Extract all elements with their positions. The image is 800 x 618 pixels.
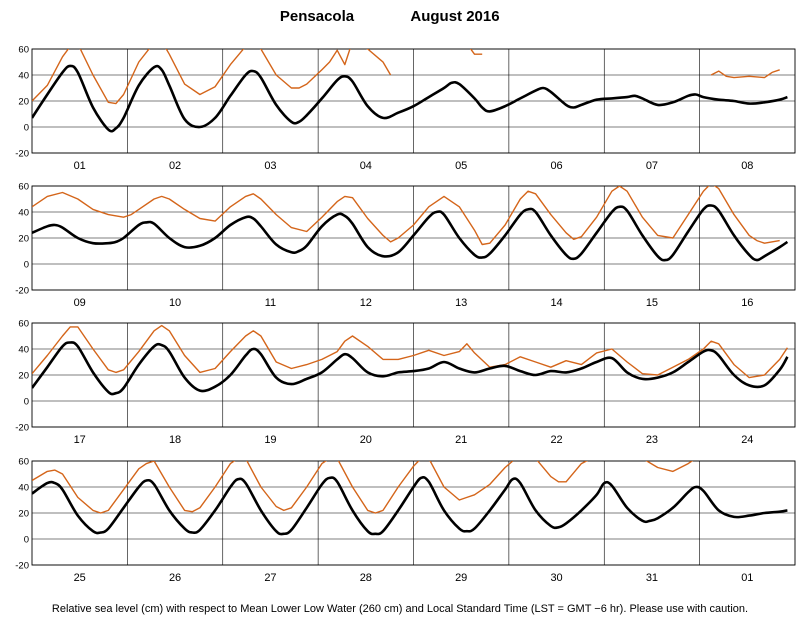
panel-series <box>32 186 789 262</box>
day-tick-label: 01 <box>74 160 86 172</box>
day-tick-label: 04 <box>360 160 372 172</box>
y-tick-label: -20 <box>15 423 29 434</box>
day-tick-label: 06 <box>550 160 562 172</box>
y-tick-label: 20 <box>18 234 29 245</box>
panel-series <box>32 49 788 133</box>
chart-title-period: August 2016 <box>410 8 499 25</box>
day-tick-label: 12 <box>360 297 372 309</box>
observed-line <box>32 461 514 514</box>
day-tick-label: 22 <box>550 434 562 446</box>
observed-line <box>710 69 780 79</box>
panel-series <box>32 461 788 536</box>
day-tick-label: 27 <box>264 572 276 584</box>
y-tick-label: 60 <box>18 45 29 56</box>
day-tick-label: 23 <box>646 434 658 446</box>
day-tick-label: 01 <box>741 572 753 584</box>
day-tick-label: 02 <box>169 160 181 172</box>
day-tick-label: 25 <box>74 572 86 584</box>
observed-line <box>32 49 392 105</box>
panel-frame <box>31 322 796 428</box>
observed-line <box>32 324 788 379</box>
day-tick-label: 14 <box>550 297 562 309</box>
y-tick-label: 0 <box>24 397 29 408</box>
predicted-line <box>32 341 789 396</box>
panel-frame <box>31 460 796 566</box>
y-tick-label: -20 <box>15 286 29 297</box>
y-tick-label: 0 <box>24 535 29 546</box>
day-tick-label: 29 <box>455 572 467 584</box>
day-tick-label: 11 <box>265 297 276 309</box>
day-tick-label: 17 <box>74 434 86 446</box>
y-tick-label: 40 <box>18 345 29 356</box>
chart-caption: Relative sea level (cm) with respect to … <box>52 603 748 615</box>
y-tick-label: 60 <box>18 457 29 468</box>
day-tick-label: 19 <box>264 434 276 446</box>
day-tick-label: 26 <box>169 572 181 584</box>
y-tick-label: 60 <box>18 182 29 193</box>
panel-1: -20 0 20 40 60 01 02 03 04 05 06 07 08 <box>15 45 796 172</box>
day-tick-label: 28 <box>360 572 372 584</box>
day-tick-label: 18 <box>169 434 181 446</box>
y-tick-label: 20 <box>18 509 29 520</box>
y-tick-label: 40 <box>18 71 29 82</box>
panel-frame <box>31 185 796 291</box>
day-tick-label: 31 <box>646 572 658 584</box>
y-tick-label: 40 <box>18 483 29 494</box>
day-tick-label: 13 <box>455 297 467 309</box>
y-tick-label: -20 <box>15 561 29 572</box>
chart-title-station: Pensacola <box>280 8 355 25</box>
y-tick-label: -20 <box>15 149 29 160</box>
y-tick-label: 20 <box>18 97 29 108</box>
observed-line <box>32 186 780 246</box>
day-tick-label: 15 <box>646 297 658 309</box>
day-tick-label: 21 <box>455 434 467 446</box>
day-tick-label: 07 <box>646 160 658 172</box>
y-tick-label: 20 <box>18 371 29 382</box>
panels: -20 0 20 40 60 01 02 03 04 05 06 07 08 -20 0 20 40 60 09 10… <box>15 45 796 584</box>
day-tick-label: 30 <box>550 572 562 584</box>
panel-series <box>32 324 789 396</box>
day-tick-label: 24 <box>741 434 753 446</box>
observed-line <box>536 461 588 483</box>
observed-line <box>469 49 483 55</box>
y-tick-label: 0 <box>24 260 29 271</box>
day-tick-label: 05 <box>455 160 467 172</box>
day-tick-label: 09 <box>74 297 86 309</box>
predicted-line <box>32 64 788 133</box>
day-tick-label: 08 <box>741 160 753 172</box>
predicted-line <box>32 204 789 262</box>
day-tick-label: 20 <box>360 434 372 446</box>
panel-3: -20 0 20 40 60 17 18 19 20 21 22 23 24 <box>15 319 796 446</box>
day-tick-label: 10 <box>169 297 181 309</box>
y-tick-label: 0 <box>24 123 29 134</box>
y-tick-label: 60 <box>18 319 29 330</box>
y-tick-label: 40 <box>18 208 29 219</box>
predicted-line <box>32 476 788 536</box>
panel-2: -20 0 20 40 60 09 10 11 12 13 14 15 16 <box>15 182 796 309</box>
panel-4: -20 0 20 40 60 25 26 27 28 29 30 31 01 <box>15 457 796 584</box>
day-tick-label: 16 <box>741 297 753 309</box>
observed-line <box>645 461 694 473</box>
day-tick-label: 03 <box>264 160 276 172</box>
